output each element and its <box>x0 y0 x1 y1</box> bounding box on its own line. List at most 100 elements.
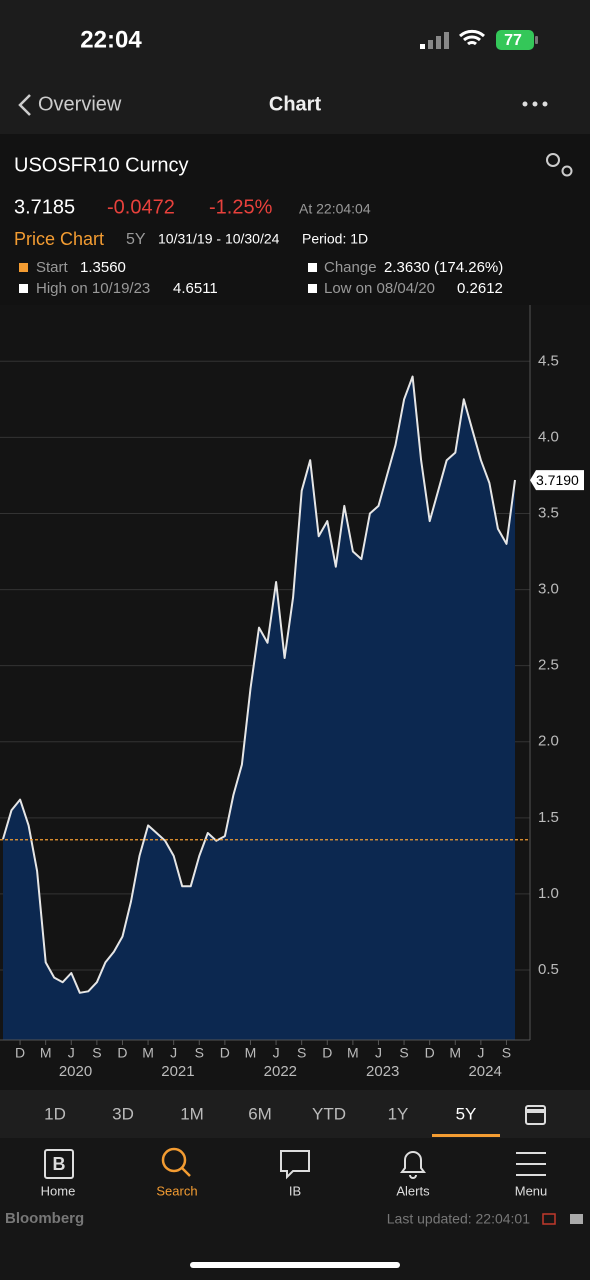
calendar-icon[interactable] <box>525 1105 546 1125</box>
range-tab[interactable]: 6M <box>248 1104 272 1123</box>
y-tick-label: 1.5 <box>538 809 559 826</box>
x-tick-label: S <box>297 1045 306 1061</box>
x-tick-label: J <box>375 1045 382 1061</box>
home-indicator <box>190 1262 400 1268</box>
chart-dates: 10/31/19 - 10/30/24 <box>158 231 280 247</box>
year-label: 2020 <box>59 1063 92 1080</box>
x-tick-label: M <box>347 1045 359 1061</box>
x-tick-label: D <box>117 1045 127 1061</box>
nav-icons: B <box>44 1147 546 1180</box>
battery-icon <box>496 30 534 50</box>
range-tab[interactable]: 1D <box>44 1104 66 1123</box>
range-tab[interactable]: YTD <box>312 1104 346 1123</box>
nav-item[interactable]: Alerts <box>396 1183 430 1198</box>
change-marker <box>308 263 317 272</box>
nav-item[interactable]: Home <box>41 1183 76 1198</box>
x-tick-label: J <box>477 1045 484 1061</box>
top-bar-bg <box>0 0 590 134</box>
x-tick-label: M <box>449 1045 461 1061</box>
search-icon[interactable] <box>161 1147 191 1177</box>
price-change: -0.0472 <box>107 196 175 218</box>
y-tick-label: 4.0 <box>538 428 559 445</box>
price-line <box>2 375 516 994</box>
low-value: 0.2612 <box>457 280 503 297</box>
high-value: 4.6511 <box>173 280 218 297</box>
start-marker <box>19 263 28 272</box>
chart-label: Price Chart <box>14 229 104 249</box>
x-tick-label: S <box>399 1045 408 1061</box>
year-label: 2022 <box>264 1063 297 1080</box>
last-updated: Last updated: 22:04:01 <box>387 1211 530 1227</box>
year-label: 2023 <box>366 1063 399 1080</box>
x-tick-label: D <box>425 1045 435 1061</box>
x-tick-label: M <box>40 1045 52 1061</box>
price: 3.7185 <box>14 196 75 218</box>
status-time: 22:04 <box>80 26 142 53</box>
nav-title: Chart <box>269 93 322 115</box>
alerts-icon[interactable] <box>400 1151 426 1179</box>
ib-icon[interactable] <box>280 1150 310 1180</box>
bottom-nav: Home Search IB Alerts Menu <box>41 1183 548 1198</box>
brand: Bloomberg <box>5 1210 84 1227</box>
x-tick-label: S <box>92 1045 101 1061</box>
high-marker <box>19 284 28 293</box>
price-change-pct: -1.25% <box>209 196 273 218</box>
wifi-icon <box>459 29 485 46</box>
chart-period: Period: 1D <box>302 231 368 247</box>
y-tick-label: 2.0 <box>538 733 559 750</box>
back-link[interactable]: Overview <box>38 93 122 115</box>
high-label: High on 10/19/23 <box>36 280 150 297</box>
more-menu[interactable] <box>522 101 548 107</box>
change-value: 2.3630 (174.26%) <box>384 259 503 276</box>
y-tick-label: 3.0 <box>538 581 559 598</box>
x-tick-label: S <box>195 1045 204 1061</box>
settings-icon[interactable] <box>546 153 573 177</box>
nav-item[interactable]: Menu <box>515 1183 548 1198</box>
nav-item[interactable]: IB <box>289 1183 301 1198</box>
last-value-box <box>530 470 584 491</box>
range-tab[interactable]: 1M <box>180 1104 204 1123</box>
x-tick-label: M <box>245 1045 257 1061</box>
battery-level: 77 <box>504 32 522 49</box>
x-tick-label: J <box>273 1045 280 1061</box>
x-tick-label: J <box>170 1045 177 1061</box>
low-marker <box>308 284 317 293</box>
tab-bar-bg <box>0 1090 590 1138</box>
quote-time: At 22:04:04 <box>299 201 371 217</box>
chart-range: 5Y <box>126 231 146 248</box>
last-value-label: 3.7190 <box>536 472 579 488</box>
x-tick-label: D <box>15 1045 25 1061</box>
mail-icon[interactable] <box>570 1214 583 1224</box>
x-tick-label: D <box>220 1045 230 1061</box>
y-tick-label: 4.5 <box>538 352 559 369</box>
home-icon-letter[interactable]: B <box>53 1154 66 1174</box>
back-icon[interactable] <box>18 94 31 116</box>
area-fill <box>3 376 515 1040</box>
year-label: 2021 <box>161 1063 194 1080</box>
x-tick-label: D <box>322 1045 332 1061</box>
x-tick-label: J <box>68 1045 75 1061</box>
low-label: Low on 08/04/20 <box>324 280 435 297</box>
y-tick-label: 3.5 <box>538 504 559 521</box>
range-tab[interactable]: 3D <box>112 1104 134 1123</box>
message-icon[interactable] <box>542 1213 556 1225</box>
home-icon[interactable] <box>44 1149 74 1179</box>
range-tabs: 1D 3D 1M 6M YTD 1Y 5Y <box>44 1104 476 1123</box>
nav-item[interactable]: Search <box>156 1183 197 1198</box>
x-tick-label: S <box>502 1045 511 1061</box>
y-tick-label: 2.5 <box>538 657 559 674</box>
start-value: 1.3560 <box>80 259 126 276</box>
y-tick-label: 1.0 <box>538 885 559 902</box>
battery-tip <box>535 36 538 44</box>
signal-icon <box>420 32 449 49</box>
menu-icon[interactable] <box>516 1152 546 1176</box>
bottom-bg <box>0 1138 590 1280</box>
year-label: 2024 <box>468 1063 501 1080</box>
y-tick-label: 0.5 <box>538 961 559 978</box>
range-tab[interactable]: 5Y <box>456 1104 477 1123</box>
range-tab[interactable]: 1Y <box>388 1104 409 1123</box>
chart: 0.51.01.52.02.53.03.54.04.5D M J S D M J S D M J S D… <box>0 305 584 1080</box>
start-label: Start <box>36 259 69 276</box>
